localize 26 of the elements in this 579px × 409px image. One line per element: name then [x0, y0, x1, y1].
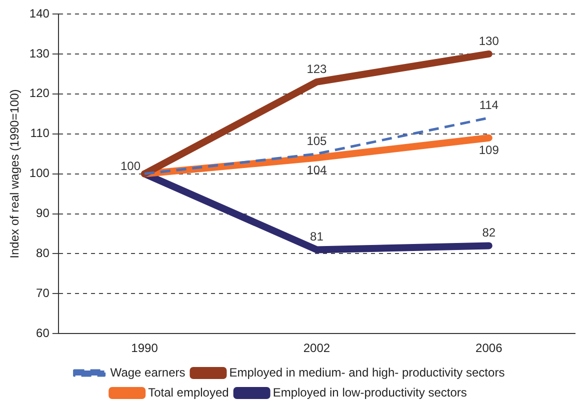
x-tick-label: 2006 — [476, 341, 503, 356]
data-label: 130 — [478, 34, 500, 48]
data-label: 104 — [306, 163, 328, 178]
y-tick-label: 130 — [29, 46, 50, 60]
legend-label: Employed in medium- and high- productivity sectors — [229, 365, 505, 380]
y-tick-label: 80 — [36, 246, 50, 260]
legend-label: Wage earners — [110, 365, 186, 380]
y-axis-title: Index of real wages (1990=100) — [8, 89, 22, 258]
data-label: 81 — [310, 230, 324, 244]
data-label: 114 — [479, 98, 499, 112]
y-tick-label: 70 — [36, 286, 50, 300]
x-tick-label: 1990 — [131, 341, 158, 356]
y-tick-label: 110 — [30, 126, 50, 140]
y-tick-label: 140 — [29, 6, 50, 20]
y-tick-label: 100 — [29, 166, 50, 180]
legend-label: Employed in low-productivity sectors — [272, 385, 467, 400]
y-tick-label: 120 — [29, 86, 50, 100]
data-label: 82 — [482, 226, 496, 240]
legend-label: Total employed — [148, 385, 229, 400]
data-label: 123 — [306, 62, 328, 76]
data-label: 109 — [478, 143, 500, 158]
y-tick-label: 60 — [36, 326, 50, 340]
y-tick-label: 90 — [36, 206, 50, 220]
data-label: 105 — [306, 134, 328, 148]
x-tick-label: 2002 — [303, 341, 330, 356]
data-label: 100 — [120, 158, 141, 173]
